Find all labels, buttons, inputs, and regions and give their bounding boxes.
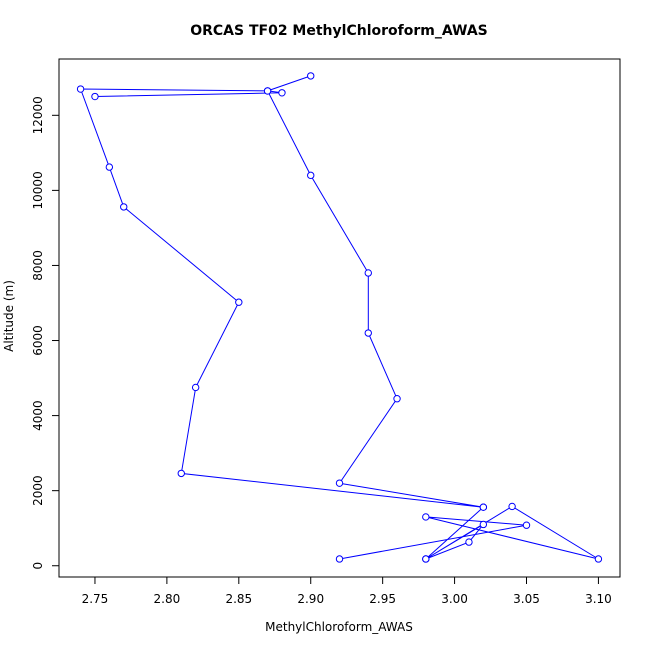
x-tick-label: 2.85 (225, 592, 252, 606)
x-tick-label: 3.10 (585, 592, 612, 606)
data-point (422, 555, 430, 563)
x-tick-label: 2.90 (297, 592, 324, 606)
data-point (307, 72, 315, 80)
y-tick-label: 8000 (31, 250, 45, 281)
data-point (105, 163, 114, 171)
data-point (393, 395, 401, 403)
data-point (364, 329, 372, 337)
series-line (79, 88, 599, 560)
data-point (278, 89, 286, 97)
x-tick-label: 2.75 (82, 592, 109, 606)
y-tick-label: 10000 (31, 171, 45, 209)
data-point (191, 383, 200, 392)
x-tick-label: 2.95 (369, 592, 396, 606)
data-point (120, 203, 128, 211)
data-point (263, 87, 272, 95)
data-point (235, 298, 243, 306)
chart-title: ORCAS TF02 MethylChloroform_AWAS (190, 23, 488, 39)
x-axis-label: MethylChloroform_AWAS (265, 620, 413, 634)
y-tick-label: 6000 (31, 325, 45, 356)
data-point (335, 555, 344, 563)
x-tick-label: 2.80 (154, 592, 181, 606)
data-point (594, 555, 603, 563)
data-point (465, 538, 473, 546)
x-tick-label: 3.05 (513, 592, 540, 606)
y-tick-label: 0 (31, 562, 45, 570)
y-axis-label: Altitude (m) (2, 280, 16, 352)
y-tick-label: 2000 (31, 475, 45, 506)
data-point (508, 502, 516, 511)
series-layer (76, 72, 603, 563)
y-axis: 0 2000 4000 6000 8000 10000 12000 (31, 96, 60, 570)
data-point (364, 269, 372, 277)
data-point (422, 513, 430, 521)
data-point (479, 520, 488, 529)
series-line (94, 75, 311, 97)
data-point (307, 171, 315, 180)
data-point (91, 92, 99, 101)
y-tick-label: 12000 (31, 96, 45, 134)
data-point (177, 469, 185, 478)
data-point (479, 503, 488, 511)
x-axis: 2.75 2.80 2.85 2.90 2.95 3.00 3.05 3.10 (82, 576, 612, 606)
plot-frame (58, 58, 621, 578)
x-tick-label: 3.00 (441, 592, 468, 606)
y-tick-label: 4000 (31, 400, 45, 431)
data-point (76, 85, 85, 93)
data-point (522, 521, 531, 529)
data-point (335, 479, 344, 487)
